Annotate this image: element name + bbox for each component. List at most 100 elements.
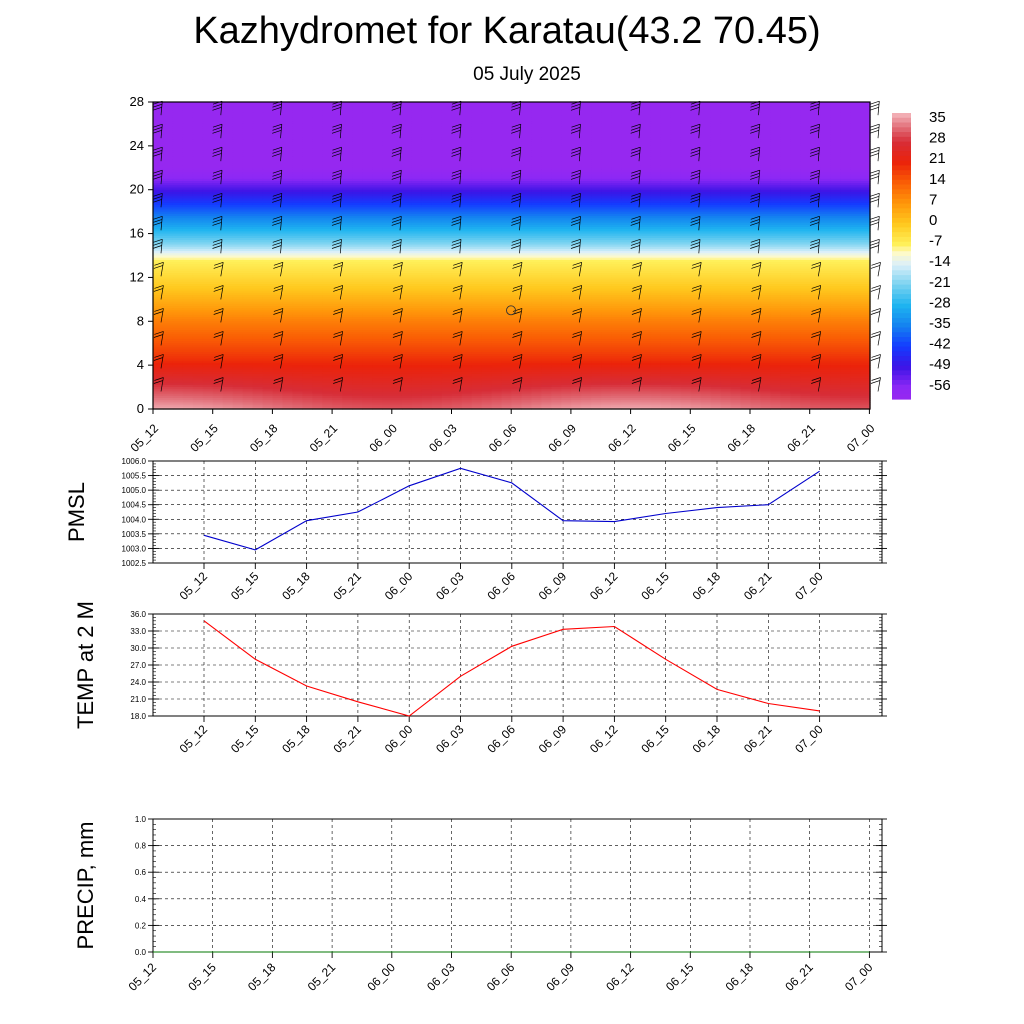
heatmap-cell [850, 117, 861, 121]
heatmap-cell [292, 139, 303, 143]
heatmap-cell [650, 145, 662, 149]
heatmap-cell [710, 229, 722, 232]
heatmap-cell [172, 119, 184, 123]
heatmap-cell [172, 222, 184, 226]
heatmap-cell [162, 152, 174, 156]
heatmap-cell [162, 220, 174, 224]
heatmap-cell [342, 178, 353, 182]
heatmap-cell [621, 102, 632, 105]
heatmap-cell [790, 176, 801, 180]
heatmap-cell [690, 148, 702, 151]
heatmap-cell [740, 128, 752, 132]
heatmap-cell [182, 237, 194, 241]
heatmap-cell [242, 244, 254, 248]
heatmap-cell [780, 117, 791, 121]
heatmap-cell [621, 139, 632, 143]
heatmap-cell [670, 244, 682, 248]
heatmap-cell [760, 251, 772, 254]
heatmap-cell [750, 121, 762, 125]
heatmap-cell [352, 231, 363, 235]
heatmap-cell [670, 108, 682, 112]
heatmap-cell [670, 246, 682, 250]
heatmap-cell [670, 102, 682, 105]
heatmap-cell [372, 196, 383, 200]
heatmap-cell [750, 106, 762, 110]
heatmap-cell [312, 183, 323, 186]
heatmap-cell [222, 222, 234, 226]
heatmap-cell [820, 235, 831, 239]
heatmap-cell [252, 226, 264, 230]
heatmap-cell [820, 242, 831, 246]
heatmap-cell [591, 226, 602, 230]
heatmap-cell [202, 163, 214, 167]
heatmap-cell [392, 110, 403, 114]
heatmap-cell [451, 172, 463, 175]
heatmap-cell [242, 137, 254, 140]
heatmap-cell [222, 216, 234, 219]
heatmap-cell [153, 172, 164, 175]
heatmap-cell [571, 220, 582, 224]
heatmap-cell [362, 213, 373, 217]
heatmap-cell [382, 152, 393, 156]
heatmap-cell [680, 139, 692, 143]
heatmap-cell [601, 198, 612, 202]
heatmap-cell [232, 143, 244, 147]
heatmap-cell [760, 180, 772, 184]
heatmap-cell [312, 121, 323, 125]
heatmap-cell [222, 242, 234, 246]
heatmap-cell [461, 220, 473, 224]
heatmap-cell [800, 224, 811, 228]
heatmap-cell [382, 161, 393, 164]
heatmap-cell [232, 235, 244, 239]
heatmap-cell [332, 163, 343, 167]
heatmap-cell [401, 222, 413, 226]
heatmap-cell [292, 121, 303, 125]
heatmap-cell [810, 180, 821, 184]
heatmap-cell [720, 200, 732, 204]
heatmap-cell [212, 198, 224, 202]
heatmap-cell [730, 141, 742, 145]
heatmap-cell [302, 130, 313, 134]
heatmap-cell [282, 224, 294, 228]
heatmap-cell [601, 117, 612, 121]
heatmap-cell [680, 213, 692, 217]
heatmap-cell [780, 191, 791, 195]
heatmap-cell [272, 112, 284, 116]
heatmap-cell [153, 218, 164, 222]
heatmap-cell [541, 244, 552, 248]
heatmap-cell [362, 198, 373, 202]
heatmap-cell [680, 180, 692, 184]
heatmap-cell [650, 211, 662, 215]
heatmap-cell [700, 216, 712, 219]
heatmap-cell [840, 112, 851, 116]
heatmap-cell [740, 126, 752, 129]
heatmap-cell [153, 174, 164, 178]
heatmap-cell [670, 180, 682, 184]
heatmap-cell [392, 220, 403, 224]
heatmap-cell [850, 226, 861, 230]
heatmap-cell [660, 194, 672, 197]
heatmap-cell [342, 235, 353, 239]
heatmap-cell [212, 119, 224, 123]
heatmap-cell [282, 115, 294, 118]
heatmap-cell [561, 110, 572, 114]
heatmap-cell [461, 154, 473, 158]
heatmap-cell [511, 222, 523, 226]
heatmap-cell [611, 237, 622, 241]
heatmap-cell [591, 112, 602, 116]
heatmap-cell [202, 156, 214, 160]
heatmap-cell [780, 251, 791, 254]
heatmap-cell [471, 161, 483, 164]
heatmap-cell [372, 165, 383, 169]
heatmap-cell [272, 211, 284, 215]
heatmap-cell [382, 226, 393, 230]
heatmap-cell [740, 185, 752, 189]
heatmap-cell [182, 132, 194, 136]
heatmap-cell [202, 178, 214, 182]
heatmap-cell [740, 229, 752, 232]
heatmap-cell [322, 180, 333, 184]
heatmap-cell [810, 220, 821, 224]
heatmap-cell [700, 180, 712, 184]
heatmap-cell [471, 205, 483, 208]
heatmap-cell [262, 167, 274, 171]
